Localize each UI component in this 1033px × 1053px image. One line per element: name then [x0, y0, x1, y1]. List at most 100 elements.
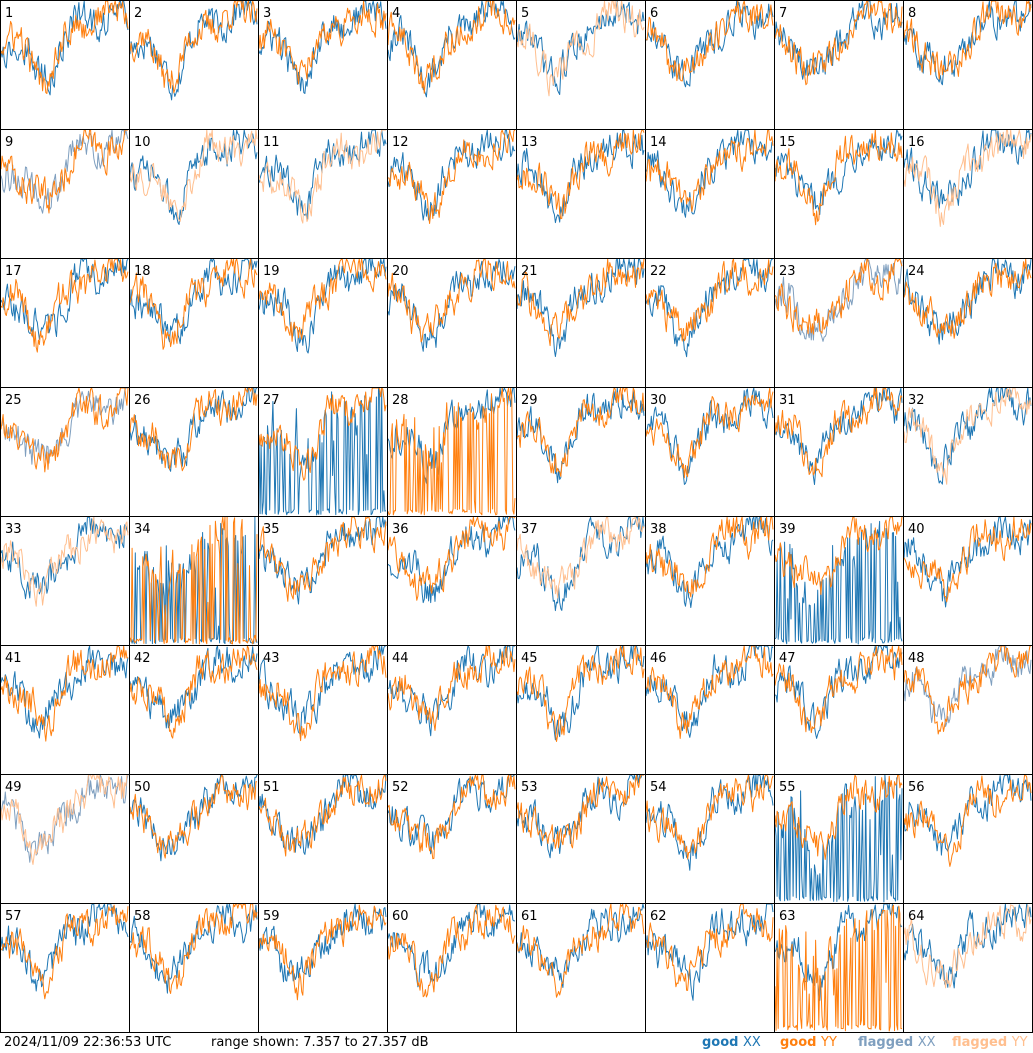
series-yy-53 [516, 774, 644, 849]
series-yy-22 [645, 258, 774, 342]
series-yy-3 [258, 0, 387, 85]
series-yy-18 [129, 258, 258, 350]
panel-53: 53 [516, 774, 644, 859]
panel-label: 54 [650, 780, 667, 795]
panel-label: 22 [650, 264, 667, 279]
series-xx-58 [129, 903, 258, 994]
panel-52: 52 [387, 774, 516, 860]
panel-label: 40 [908, 522, 925, 537]
panel-6: 6 [645, 0, 774, 88]
panel-18: 18 [129, 258, 258, 350]
series-yy-52 [387, 774, 516, 860]
panel-21: 21 [516, 258, 645, 357]
series-yy-50 [129, 774, 257, 859]
series-yy-9 [0, 129, 128, 214]
panel-26: 26 [129, 387, 258, 472]
series-xx-42 [129, 645, 258, 729]
series-xx-32 [903, 387, 1032, 485]
panel-63: 63 [774, 903, 903, 1032]
series-yy-2 [129, 0, 258, 94]
panel-41: 41 [0, 645, 129, 742]
panel-label: 15 [779, 135, 796, 150]
panel-9: 9 [0, 129, 129, 214]
panel-14: 14 [645, 129, 774, 218]
panel-51: 51 [258, 774, 387, 857]
panel-17: 17 [0, 258, 129, 353]
series-xx-25 [0, 387, 128, 465]
series-yy-14 [645, 129, 774, 212]
legend-good-yy: good YY [780, 1035, 837, 1050]
series-yy-59 [258, 904, 387, 1001]
series-xx-27 [258, 387, 387, 516]
series-xx-59 [258, 903, 387, 983]
series-xx-16 [903, 129, 1032, 209]
panel-56: 56 [903, 774, 1032, 867]
panel-label: 39 [779, 522, 796, 537]
panel-label: 16 [908, 135, 925, 150]
panel-37: 37 [516, 516, 645, 612]
panel-label: 10 [134, 135, 151, 150]
panel-8: 8 [903, 0, 1032, 86]
panel-label: 57 [5, 909, 22, 924]
series-yy-54 [645, 774, 774, 860]
panel-label: 30 [650, 393, 667, 408]
panel-label: 47 [779, 651, 796, 666]
panel-label: 64 [908, 909, 925, 924]
panel-label: 26 [134, 393, 151, 408]
panel-59: 59 [258, 903, 387, 1001]
series-xx-36 [387, 516, 516, 604]
panel-45: 45 [516, 645, 645, 742]
panel-64: 64 [903, 903, 1032, 989]
panel-label: 1 [5, 6, 13, 21]
panel-label: 62 [650, 909, 667, 924]
series-yy-31 [774, 387, 903, 478]
series-yy-33 [0, 516, 129, 607]
series-yy-63 [774, 904, 903, 1032]
panel-label: 59 [263, 909, 280, 924]
panel-label: 61 [521, 909, 538, 924]
panel-label: 43 [263, 651, 280, 666]
series-yy-24 [903, 258, 1032, 339]
series-yy-48 [903, 645, 1031, 735]
panel-22: 22 [645, 258, 774, 358]
panel-label: 35 [263, 522, 280, 537]
series-xx-7 [774, 0, 903, 80]
panel-48: 48 [903, 645, 1032, 735]
panel-label: 41 [5, 651, 22, 666]
panel-39: 39 [774, 516, 903, 645]
series-yy-39 [774, 516, 903, 595]
panel-24: 24 [903, 258, 1032, 345]
series-yy-10 [129, 129, 258, 222]
panel-7: 7 [774, 0, 903, 86]
panel-label: 3 [263, 6, 271, 21]
panel-label: 8 [908, 6, 916, 21]
series-yy-57 [0, 904, 129, 1000]
series-xx-22 [645, 258, 773, 358]
series-yy-37 [516, 516, 645, 599]
panel-10: 10 [129, 129, 258, 225]
series-yy-64 [903, 904, 1032, 989]
panel-label: 18 [134, 264, 151, 279]
panel-label: 12 [392, 135, 409, 150]
series-xx-15 [774, 129, 903, 215]
series-xx-13 [516, 129, 645, 224]
panel-label: 28 [392, 393, 409, 408]
panel-label: 37 [521, 522, 538, 537]
range-text: range shown: 7.357 to 27.357 dB [211, 1035, 429, 1050]
series-xx-14 [645, 129, 774, 218]
panel-3: 3 [258, 0, 387, 94]
series-xx-1 [0, 0, 129, 96]
panel-54: 54 [645, 774, 774, 871]
panel-46: 46 [645, 645, 774, 739]
series-xx-49 [0, 774, 129, 863]
series-yy-26 [129, 387, 258, 472]
series-xx-8 [903, 0, 1032, 86]
panel-label: 55 [779, 780, 796, 795]
series-yy-43 [258, 645, 387, 742]
panel-label: 23 [779, 264, 796, 279]
series-xx-39 [774, 520, 903, 645]
panel-label: 32 [908, 393, 925, 408]
panel-42: 42 [129, 645, 258, 739]
panel-label: 29 [521, 393, 538, 408]
panel-30: 30 [645, 387, 774, 485]
